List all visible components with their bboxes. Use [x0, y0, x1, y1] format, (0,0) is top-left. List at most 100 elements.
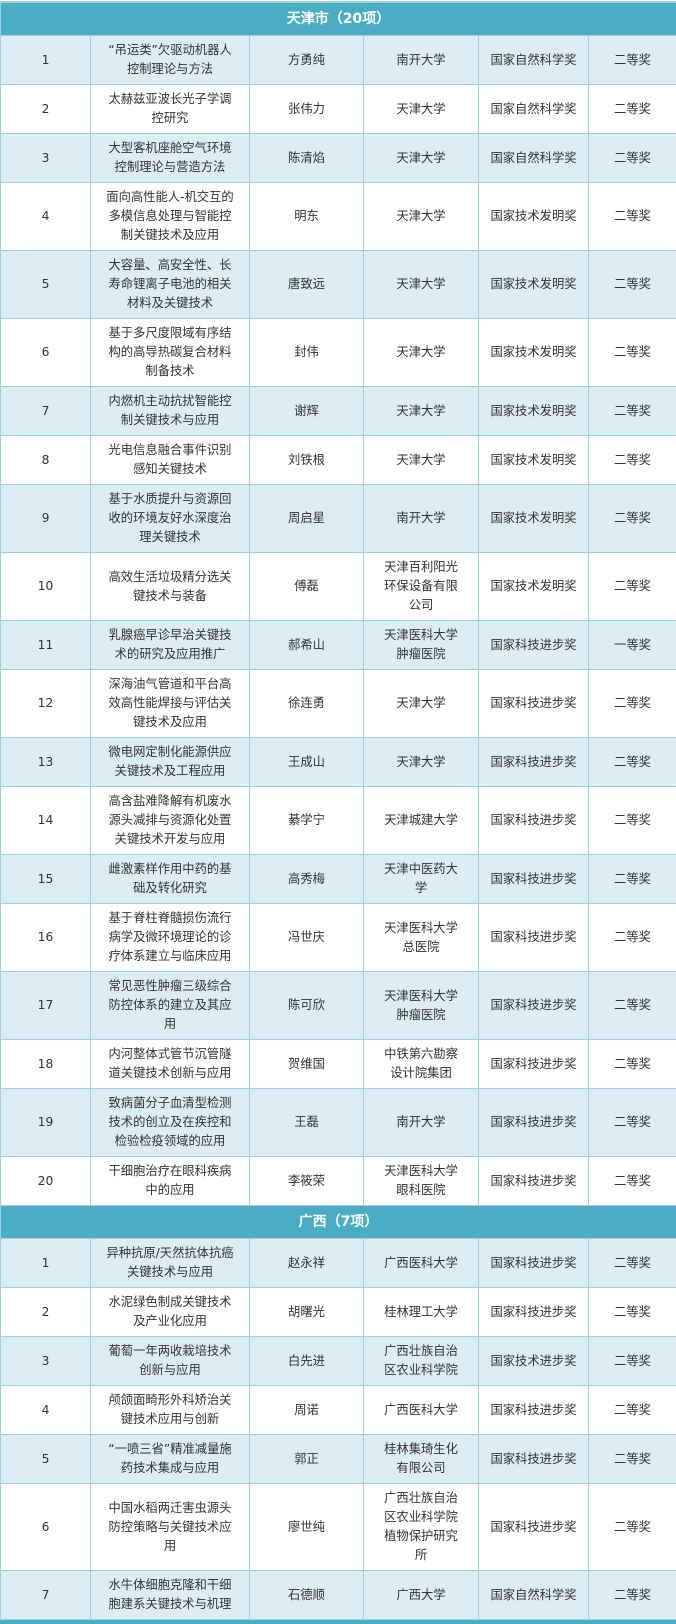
project-name: 水牛体细胞克隆和干细胞建系关键技术与机理 — [91, 1571, 250, 1620]
project-name: 异种抗原/天然抗体抗癌关键技术与应用 — [91, 1239, 250, 1288]
row-index: 2 — [1, 85, 91, 134]
row-index: 10 — [1, 553, 91, 621]
project-name: 水泥绿色制成关键技术及产业化应用 — [91, 1288, 250, 1337]
row-index: 5 — [1, 1435, 91, 1484]
institution: 天津大学 — [364, 183, 479, 251]
award-grade: 二等奖 — [589, 436, 676, 485]
project-name: 太赫兹亚波长光子学调控研究 — [91, 85, 250, 134]
award-type: 国家科技进步奖 — [479, 904, 589, 972]
lead-person: 周诺 — [250, 1386, 364, 1435]
award-grade: 一等奖 — [589, 621, 676, 670]
project-name: 乳腺癌早诊早治关键技术的研究及应用推广 — [91, 621, 250, 670]
lead-person: 陈清焰 — [250, 134, 364, 183]
lead-person: 贺维国 — [250, 1040, 364, 1089]
row-index: 4 — [1, 1386, 91, 1435]
lead-person: 郝希山 — [250, 621, 364, 670]
award-type: 国家技术发明奖 — [479, 183, 589, 251]
institution: 天津大学 — [364, 319, 479, 387]
row-index: 8 — [1, 436, 91, 485]
award-type: 国家科技进步奖 — [479, 1157, 589, 1206]
award-grade: 二等奖 — [589, 134, 676, 183]
row-index: 1 — [1, 36, 91, 85]
row-index: 20 — [1, 1157, 91, 1206]
award-type: 国家技术发明奖 — [479, 387, 589, 436]
institution: 天津城建大学 — [364, 787, 479, 855]
project-name: 深海油气管道和平台高效高性能焊接与评估关键技术及应用 — [91, 670, 250, 738]
award-type: 国家科技进步奖 — [479, 1386, 589, 1435]
award-grade: 二等奖 — [589, 1157, 676, 1206]
institution: 南开大学 — [364, 36, 479, 85]
institution: 广西壮族自治区农业科学院 — [364, 1337, 479, 1386]
lead-person: 高秀梅 — [250, 855, 364, 904]
project-name: 内河整体式管节沉管隧道关键技术创新与应用 — [91, 1040, 250, 1089]
row-index: 6 — [1, 319, 91, 387]
row-index: 19 — [1, 1089, 91, 1157]
project-name: “吊运类”欠驱动机器人控制理论与方法 — [91, 36, 250, 85]
lead-person: 王磊 — [250, 1089, 364, 1157]
institution: 天津医科大学肿瘤医院 — [364, 972, 479, 1040]
project-name: 基于水质提升与资源回收的环境友好水深度治理关键技术 — [91, 485, 250, 553]
lead-person: 白先进 — [250, 1337, 364, 1386]
award-type: 国家技术发明奖 — [479, 553, 589, 621]
institution: 天津大学 — [364, 85, 479, 134]
institution: 广西医科大学 — [364, 1239, 479, 1288]
institution: 广西大学 — [364, 1571, 479, 1620]
award-type: 国家自然科学奖 — [479, 1571, 589, 1620]
lead-person: 明东 — [250, 183, 364, 251]
award-type: 国家科技进步奖 — [479, 1089, 589, 1157]
award-grade: 二等奖 — [589, 85, 676, 134]
lead-person: 方勇纯 — [250, 36, 364, 85]
project-name: 常见恶性肿瘤三级综合防控体系的建立及其应用 — [91, 972, 250, 1040]
section-title: 天津市（20项） — [1, 3, 676, 36]
award-type: 国家技术发明奖 — [479, 319, 589, 387]
award-grade: 二等奖 — [589, 787, 676, 855]
award-grade: 二等奖 — [589, 387, 676, 436]
row-index: 6 — [1, 1484, 91, 1571]
institution: 天津医科大学肿瘤医院 — [364, 621, 479, 670]
award-type: 国家科技进步奖 — [479, 855, 589, 904]
lead-person: 谢辉 — [250, 387, 364, 436]
award-type: 国家技术进步奖 — [479, 1337, 589, 1386]
institution: 广西医科大学 — [364, 1386, 479, 1435]
institution: 中铁第六勘察设计院集团 — [364, 1040, 479, 1089]
lead-person: 綦学宁 — [250, 787, 364, 855]
project-name: 中国水稻两迁害虫源头防控策略与关键技术应用 — [91, 1484, 250, 1571]
lead-person: 廖世纯 — [250, 1484, 364, 1571]
lead-person: 赵永祥 — [250, 1239, 364, 1288]
bottom-bar — [0, 1620, 676, 1624]
institution: 南开大学 — [364, 1089, 479, 1157]
institution: 天津医科大学总医院 — [364, 904, 479, 972]
award-grade: 二等奖 — [589, 319, 676, 387]
institution: 天津大学 — [364, 436, 479, 485]
award-grade: 二等奖 — [589, 904, 676, 972]
row-index: 16 — [1, 904, 91, 972]
lead-person: 冯世庆 — [250, 904, 364, 972]
institution: 天津大学 — [364, 387, 479, 436]
lead-person: 李筱荣 — [250, 1157, 364, 1206]
award-grade: 二等奖 — [589, 1089, 676, 1157]
award-grade: 二等奖 — [589, 1239, 676, 1288]
award-grade: 二等奖 — [589, 251, 676, 319]
award-type: 国家自然科学奖 — [479, 85, 589, 134]
award-grade: 二等奖 — [589, 738, 676, 787]
institution: 南开大学 — [364, 485, 479, 553]
award-grade: 二等奖 — [589, 1337, 676, 1386]
award-grade: 二等奖 — [589, 972, 676, 1040]
